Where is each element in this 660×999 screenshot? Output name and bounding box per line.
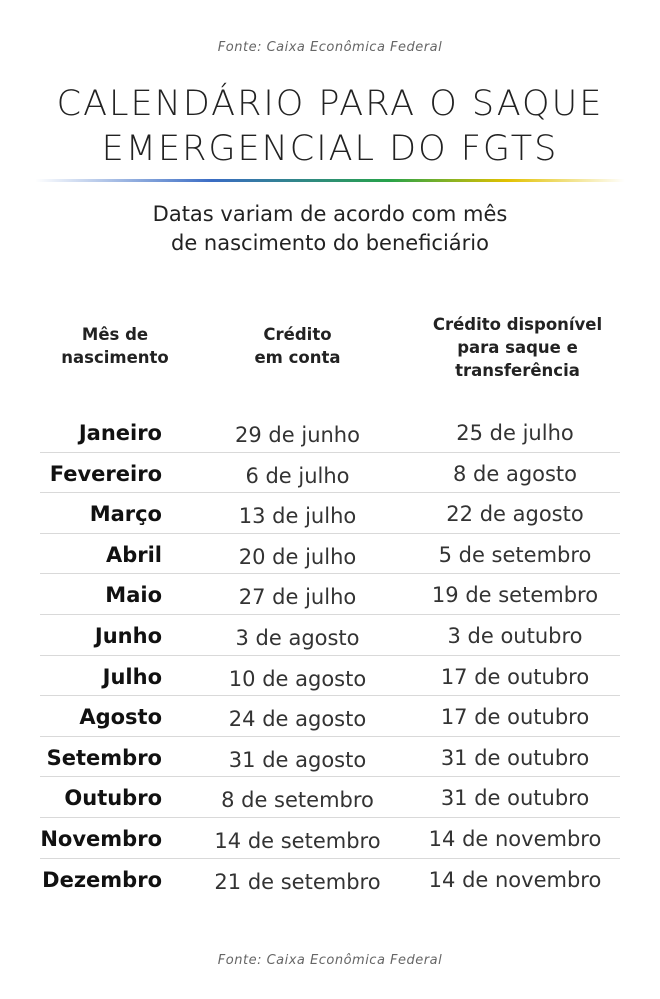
column-header-account-credit: Crédito em conta <box>205 323 390 369</box>
table-row: Outubro 8 de setembro 31 de outubro <box>0 777 660 818</box>
month-cell: Fevereiro <box>49 461 162 486</box>
row-divider <box>40 492 620 494</box>
table-row: Novembro 14 de setembro 14 de novembro <box>0 818 660 859</box>
month-cell: Novembro <box>40 826 162 851</box>
row-divider <box>40 695 620 697</box>
table-row: Dezembro 21 de setembro 14 de novembro <box>0 859 660 900</box>
table-row: Janeiro 29 de junho 25 de julho <box>0 412 660 453</box>
table-row: Março 13 de julho 22 de agosto <box>0 493 660 534</box>
credit-date-cell: 14 de setembro <box>214 828 381 853</box>
available-date-cell: 19 de setembro <box>431 583 599 608</box>
credit-date-cell: 8 de setembro <box>221 788 374 813</box>
month-cell: Março <box>89 502 162 527</box>
row-divider <box>40 532 620 534</box>
available-date-cell: 5 de setembro <box>438 542 592 567</box>
month-cell: Outubro <box>64 786 162 811</box>
gradient-divider <box>35 179 625 182</box>
available-date-cell: 31 de outubro <box>440 745 590 770</box>
column-header-birth-month: Mês de nascimento <box>40 323 190 369</box>
table-row: Abril 20 de julho 5 de setembro <box>0 534 660 575</box>
row-divider <box>40 857 620 859</box>
month-cell: Setembro <box>46 745 162 770</box>
credit-date-cell: 24 de agosto <box>228 707 367 732</box>
column-header-account-credit-line-2: em conta <box>254 348 341 367</box>
column-header-available-credit-line-2: para saque e <box>457 338 578 357</box>
available-date-cell: 14 de novembro <box>428 826 602 851</box>
month-cell: Janeiro <box>78 421 162 445</box>
credit-date-cell: 31 de agosto <box>228 747 367 772</box>
month-cell: Julho <box>102 664 162 689</box>
available-date-cell: 8 de agosto <box>452 461 578 486</box>
page-title-line-1: CALENDÁRIO PARA O SAQUE <box>56 84 604 124</box>
row-divider <box>40 816 620 818</box>
row-divider <box>40 613 620 615</box>
column-header-account-credit-line-1: Crédito <box>263 325 332 344</box>
row-divider <box>40 654 620 656</box>
row-divider <box>40 735 620 737</box>
source-note-top: Fonte: Caixa Econômica Federal <box>217 40 443 55</box>
table-row: Julho 10 de agosto 17 de outubro <box>0 656 660 697</box>
column-header-birth-month-line-2: nascimento <box>61 348 169 367</box>
credit-date-cell: 20 de julho <box>238 544 357 569</box>
page-title-line-2: EMERGENCIAL DO FGTS <box>101 129 559 169</box>
table-row: Setembro 31 de agosto 31 de outubro <box>0 737 660 778</box>
table-row: Maio 27 de julho 19 de setembro <box>0 574 660 615</box>
available-date-cell: 25 de julho <box>456 421 574 445</box>
column-header-available-credit-line-3: transferência <box>455 361 580 380</box>
subtitle-line-2: de nascimento do beneficiário <box>171 231 489 255</box>
subtitle: Datas variam de acordo com mês de nascim… <box>0 200 660 258</box>
credit-date-cell: 13 de julho <box>238 504 357 529</box>
table-row: Fevereiro 6 de julho 8 de agosto <box>0 453 660 494</box>
schedule-table: Janeiro 29 de junho 25 de julho Fevereir… <box>0 412 660 899</box>
month-cell: Agosto <box>79 705 162 730</box>
month-cell: Maio <box>105 583 162 608</box>
available-date-cell: 14 de novembro <box>428 867 602 892</box>
credit-date-cell: 6 de julho <box>245 463 350 488</box>
column-header-birth-month-line-1: Mês de <box>81 325 149 344</box>
table-row: Agosto 24 de agosto 17 de outubro <box>0 696 660 737</box>
subtitle-line-1: Datas variam de acordo com mês <box>152 202 508 226</box>
row-divider <box>40 776 620 778</box>
available-date-cell: 3 de outubro <box>447 623 583 648</box>
column-header-available-credit: Crédito disponível para saque e transfer… <box>405 313 630 382</box>
month-cell: Abril <box>105 542 162 567</box>
source-note-bottom: Fonte: Caixa Econômica Federal <box>217 953 443 968</box>
available-date-cell: 31 de outubro <box>440 786 590 811</box>
table-row: Junho 3 de agosto 3 de outubro <box>0 615 660 656</box>
available-date-cell: 17 de outubro <box>440 664 590 689</box>
credit-date-cell: 10 de agosto <box>228 666 367 691</box>
available-date-cell: 22 de agosto <box>446 502 584 527</box>
month-cell: Dezembro <box>42 867 162 892</box>
row-divider <box>40 451 620 453</box>
credit-date-cell: 21 de setembro <box>214 869 381 894</box>
column-header-available-credit-line-1: Crédito disponível <box>432 315 603 334</box>
credit-date-cell: 27 de julho <box>238 585 357 610</box>
page-title: CALENDÁRIO PARA O SAQUE EMERGENCIAL DO F… <box>0 82 660 172</box>
available-date-cell: 17 de outubro <box>440 705 590 730</box>
credit-date-cell: 3 de agosto <box>235 625 360 650</box>
row-divider <box>40 573 620 575</box>
month-cell: Junho <box>94 623 162 648</box>
credit-date-cell: 29 de junho <box>235 423 360 447</box>
